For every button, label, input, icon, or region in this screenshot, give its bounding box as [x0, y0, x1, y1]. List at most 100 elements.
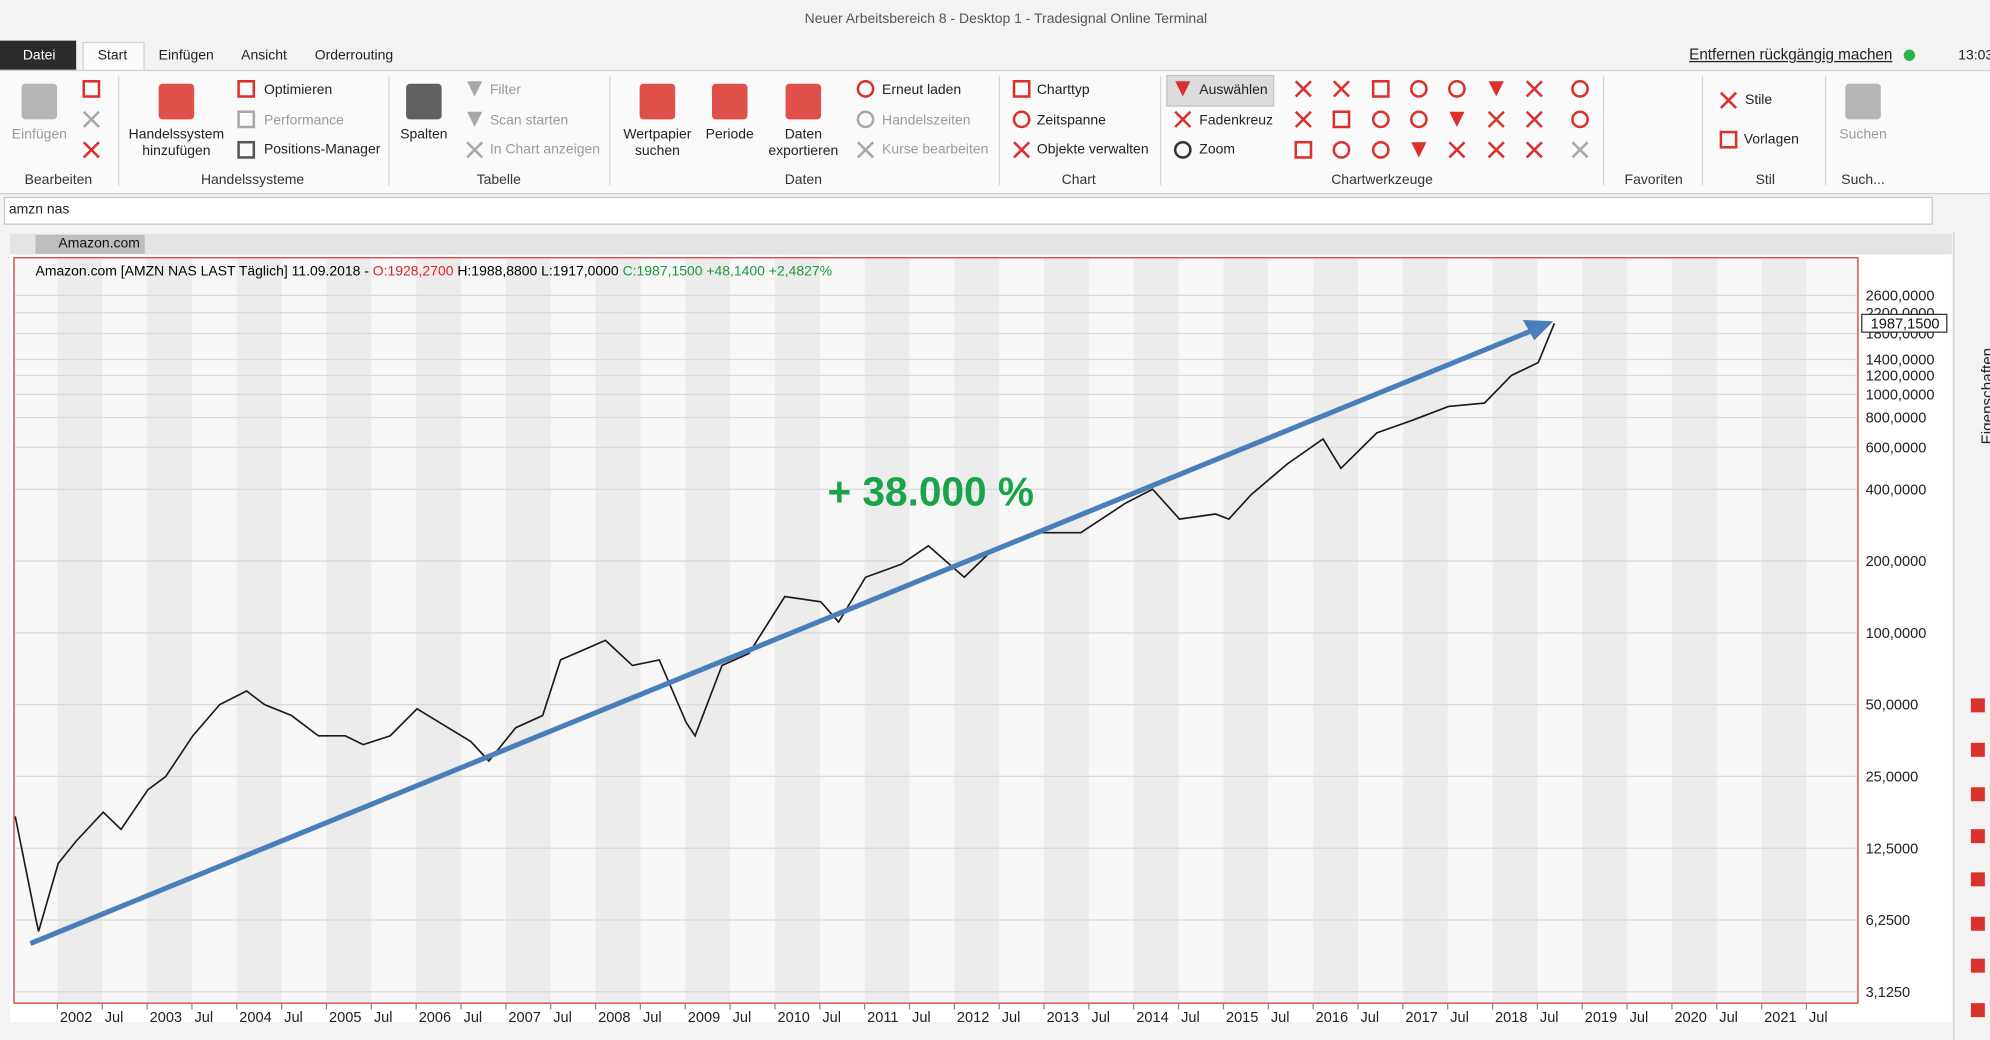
icon: [237, 79, 256, 98]
icon: [467, 111, 483, 127]
band: [864, 259, 910, 1002]
x-tick-label: 2021: [1764, 1010, 1796, 1026]
band: [505, 259, 551, 1002]
menu-tab[interactable]: Einfügen: [158, 48, 214, 64]
icon: [1571, 79, 1589, 98]
x-tick-label: Jul: [1719, 1010, 1738, 1026]
header-close: C:1987,1500 +48,1400 +2,4827%: [623, 263, 832, 279]
separator: [1602, 76, 1605, 186]
big-icon: [639, 83, 676, 120]
ribbon-item[interactable]: Fadenkreuz: [1199, 113, 1274, 129]
x-tick-label: Jul: [374, 1010, 393, 1026]
ribbon-item[interactable]: Performance: [263, 113, 344, 129]
icon: [1174, 110, 1192, 128]
x-tick-label: Jul: [1809, 1010, 1828, 1026]
x-tick-label: Jul: [643, 1010, 662, 1026]
ribbon-item[interactable]: Zeitspanne: [1036, 113, 1106, 129]
y-tick-label: 12,5000: [1866, 841, 1919, 857]
x-tick-label: 2010: [777, 1010, 809, 1026]
menu-tab[interactable]: Ansicht: [241, 48, 287, 64]
x-tick-label: Jul: [464, 1010, 483, 1026]
ribbon-item[interactable]: Vorlagen: [1743, 132, 1799, 148]
x-tick-label: 2003: [150, 1010, 182, 1026]
icon: [467, 81, 483, 97]
ribbon-item[interactable]: Stile: [1745, 92, 1773, 108]
ribbon-item[interactable]: Optimieren: [263, 82, 333, 98]
icon: [466, 141, 484, 159]
icon: [1173, 140, 1192, 159]
plot-area: [13, 257, 1859, 1004]
ribbon-item[interactable]: Auswählen: [1199, 82, 1268, 98]
ribbon-item[interactable]: Kurse bearbeiten: [882, 142, 989, 158]
ribbon-button[interactable]: Handelssystem hinzufügen: [128, 126, 225, 159]
chart-tab-bg: [35, 234, 145, 254]
menu-tab[interactable]: Start: [97, 48, 128, 64]
icon: [1487, 110, 1505, 128]
y-tick-label: 50,0000: [1866, 698, 1919, 714]
x-tick-label: 2009: [688, 1010, 720, 1026]
y-tick-label: 1400,0000: [1866, 353, 1935, 369]
menu-tab[interactable]: Datei: [22, 48, 56, 64]
big-icon: [21, 83, 58, 120]
icon: [1409, 79, 1428, 98]
icon: [1448, 141, 1466, 159]
x-tick-label: Jul: [1630, 1010, 1649, 1026]
icon: [1332, 80, 1350, 98]
icon: [1294, 80, 1312, 98]
y-tick-label: 600,0000: [1866, 440, 1927, 456]
x-tick-label: 2012: [957, 1010, 989, 1026]
ribbon-button[interactable]: Periode: [705, 126, 754, 143]
ribbon-item[interactable]: In Chart anzeigen: [489, 142, 601, 158]
clock: 13:03: [1958, 48, 1990, 64]
x-tick-label: 2011: [867, 1010, 898, 1026]
x-tick-label: Jul: [1450, 1010, 1469, 1026]
ribbon-button[interactable]: Spalten: [400, 126, 448, 143]
sidebar: [1953, 232, 1990, 1040]
big-icon: [1845, 83, 1881, 120]
menu-tab[interactable]: Orderrouting: [314, 48, 394, 64]
icon: [1332, 110, 1351, 129]
band: [1492, 259, 1538, 1002]
separator: [609, 76, 611, 186]
ribbon-item[interactable]: Filter: [489, 82, 521, 98]
ribbon-item[interactable]: Erneut laden: [882, 82, 962, 98]
ribbon-item[interactable]: Handelszeiten: [882, 113, 971, 129]
header-name: Amazon.com [AMZN NAS LAST Täglich] 11.09…: [36, 263, 370, 279]
big-icon: [406, 83, 442, 120]
ribbon-item[interactable]: Zoom: [1199, 142, 1235, 158]
ribbon-button[interactable]: Wertpapier suchen: [623, 126, 692, 159]
arrow-head: [1522, 319, 1554, 341]
ribbon-item[interactable]: Scan starten: [489, 113, 569, 129]
ribbon-button[interactable]: Einfügen: [11, 126, 67, 143]
icon: [1332, 140, 1351, 159]
ribbon-button[interactable]: Daten exportieren: [768, 126, 839, 159]
group-label: Daten: [784, 172, 822, 188]
band: [1671, 259, 1717, 1002]
sidebar-icon: [1970, 1003, 1985, 1018]
chart-tab[interactable]: Amazon.com: [58, 236, 140, 252]
separator: [1701, 76, 1704, 186]
sidebar-icon: [1970, 742, 1985, 757]
annotation: + 38.000 %: [827, 468, 1034, 514]
icon: [1449, 111, 1465, 127]
y-tick-label: 100,0000: [1866, 626, 1927, 642]
ribbon-item[interactable]: Charttyp: [1036, 82, 1090, 98]
icon: [1571, 141, 1589, 159]
band: [1313, 259, 1358, 1002]
x-tick-label: 2006: [419, 1010, 451, 1026]
y-tick-label: 1200,0000: [1866, 369, 1935, 385]
icon: [1013, 141, 1031, 159]
icon: [1294, 140, 1313, 159]
ribbon-item[interactable]: Objekte verwalten: [1036, 142, 1149, 158]
band: [1044, 259, 1089, 1002]
search-box[interactable]: [3, 196, 1933, 225]
ribbon-item[interactable]: Positions-Manager: [263, 142, 381, 158]
y-tick-label: 2600,0000: [1866, 289, 1935, 305]
band: [1223, 259, 1269, 1002]
ribbon-button[interactable]: Suchen: [1839, 126, 1887, 143]
undo-link[interactable]: Entfernen rückgängig machen: [1689, 45, 1893, 64]
icon: [1371, 140, 1390, 159]
x-tick-label: Jul: [105, 1010, 124, 1026]
icon: [1571, 110, 1589, 129]
